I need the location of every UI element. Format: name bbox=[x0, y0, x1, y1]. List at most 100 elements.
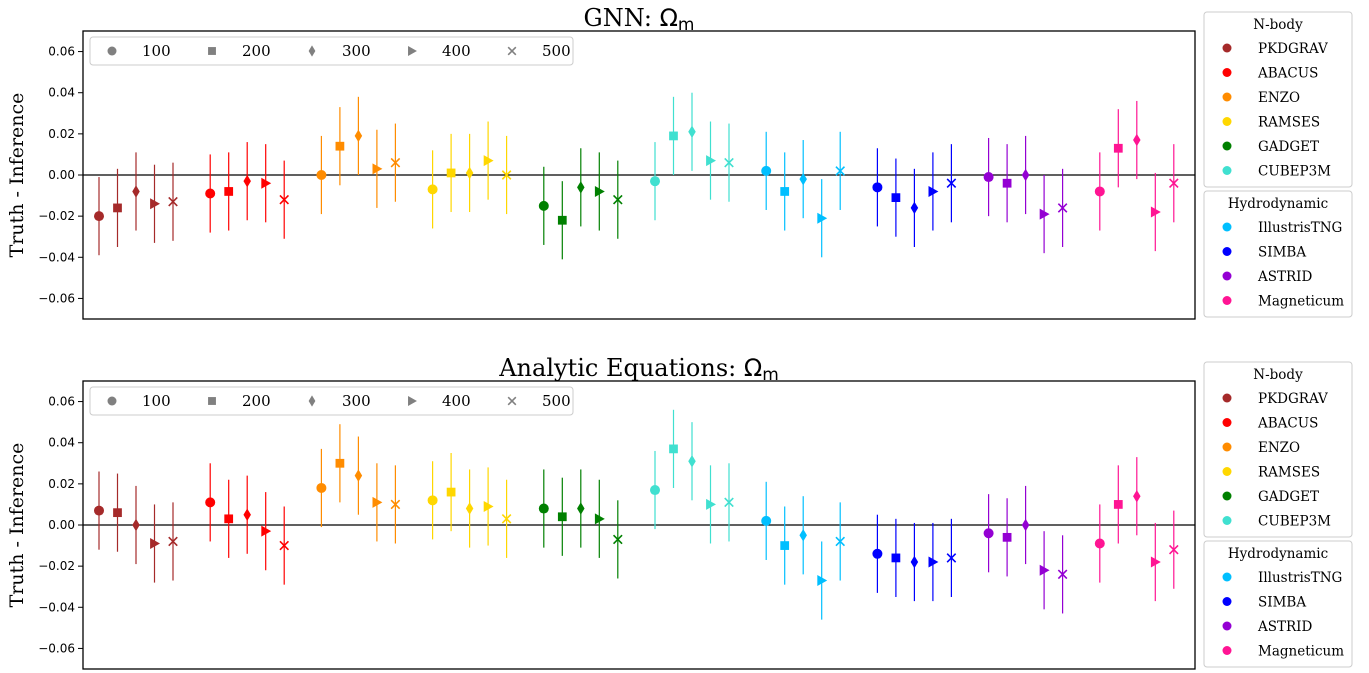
data-point bbox=[483, 500, 494, 512]
data-point bbox=[501, 514, 512, 524]
data-point bbox=[1039, 564, 1050, 576]
legend-entry: PKDGRAV bbox=[1258, 41, 1328, 57]
legend-title: N-body bbox=[1253, 367, 1303, 383]
legend-swatch bbox=[1222, 621, 1232, 631]
legend-entry: GADGET bbox=[1258, 139, 1319, 155]
y-tick-label: −0.02 bbox=[38, 559, 75, 573]
data-point bbox=[113, 508, 122, 518]
data-point bbox=[261, 525, 272, 537]
data-point bbox=[279, 194, 290, 205]
data-point bbox=[688, 454, 696, 468]
data-point bbox=[835, 166, 846, 176]
data-point bbox=[1168, 544, 1179, 555]
data-point bbox=[1057, 569, 1068, 580]
legend-marker-400 bbox=[408, 46, 417, 56]
legend-label: 500 bbox=[542, 392, 571, 410]
plot-area bbox=[82, 380, 1196, 670]
data-point bbox=[372, 496, 383, 508]
y-tick-label: −0.06 bbox=[38, 291, 75, 305]
legend-entry: RAMSES bbox=[1258, 465, 1320, 481]
data-point bbox=[761, 515, 772, 526]
legend-label: 200 bbox=[242, 392, 271, 410]
legend-swatch bbox=[1222, 418, 1232, 427]
legend-swatch bbox=[1222, 222, 1232, 232]
legend-entry: ASTRID bbox=[1257, 269, 1312, 285]
legend-swatch bbox=[1222, 467, 1232, 476]
data-point bbox=[1002, 178, 1012, 188]
panel-1: GNN: Ωm Truth - Inference 0.06 0.04 0.02 0.00… bbox=[6, 4, 1353, 320]
y-tick-label: 0.00 bbox=[48, 168, 75, 182]
legend-hydrodynamic: Hydrodynamic IllustrisTNG SIMBA ASTRID Magne… bbox=[1203, 190, 1353, 318]
data-point bbox=[501, 170, 512, 180]
data-point bbox=[427, 495, 438, 506]
legend-entry: ENZO bbox=[1258, 90, 1300, 106]
data-point bbox=[650, 176, 660, 187]
data-point bbox=[132, 518, 140, 532]
y-axis-label: Truth - Inference bbox=[6, 443, 28, 608]
data-point bbox=[427, 184, 438, 195]
data-point bbox=[261, 177, 272, 189]
data-point bbox=[577, 502, 585, 515]
legend-swatch bbox=[1222, 646, 1232, 655]
legend-entry: CUBEP3M bbox=[1258, 514, 1331, 530]
marker-legend: 100 200 300 400 500 bbox=[89, 386, 574, 416]
legend-entry: ABACUS bbox=[1257, 66, 1318, 82]
y-tick-label: −0.04 bbox=[38, 250, 75, 264]
data-point bbox=[1021, 168, 1030, 182]
y-axis-label: Truth - Inference bbox=[6, 93, 28, 258]
data-point bbox=[928, 556, 939, 568]
data-point bbox=[946, 178, 957, 189]
data-point bbox=[224, 187, 234, 196]
data-point bbox=[354, 469, 363, 482]
chart-title: GNN: Ωm bbox=[584, 4, 695, 35]
legend-n-body: N-body PKDGRAV ABACUS ENZO RAMSES GADGET CUBEP… bbox=[1203, 11, 1353, 188]
y-tick-label: 0.02 bbox=[48, 127, 75, 141]
data-point bbox=[1113, 500, 1123, 509]
data-point bbox=[1150, 206, 1161, 218]
legend-swatch bbox=[1222, 597, 1232, 606]
legend-swatch bbox=[1222, 166, 1232, 175]
y-tick-label: −0.06 bbox=[38, 641, 75, 655]
legend-label: 100 bbox=[142, 392, 171, 410]
data-point bbox=[243, 174, 251, 188]
data-point bbox=[1094, 538, 1105, 549]
data-point bbox=[538, 200, 549, 211]
data-point bbox=[577, 181, 585, 194]
data-point bbox=[983, 172, 994, 183]
legend-entry: IllustrisTNG bbox=[1258, 220, 1342, 236]
data-point bbox=[1133, 133, 1141, 147]
data-point bbox=[557, 512, 567, 522]
legend-entry: RAMSES bbox=[1258, 115, 1320, 131]
legend-swatch bbox=[1222, 393, 1232, 403]
data-point bbox=[335, 141, 345, 151]
data-point bbox=[983, 528, 994, 539]
legend-entry: CUBEP3M bbox=[1258, 164, 1331, 180]
data-point bbox=[1002, 532, 1012, 542]
data-point bbox=[335, 458, 345, 468]
legend-swatch bbox=[1222, 572, 1232, 582]
data-point bbox=[1039, 208, 1050, 220]
data-point bbox=[446, 487, 456, 497]
data-point bbox=[279, 540, 290, 551]
data-point bbox=[669, 444, 678, 454]
legend-label: 200 bbox=[242, 42, 271, 60]
data-point bbox=[669, 131, 678, 141]
legend-swatch bbox=[1222, 247, 1232, 256]
legend-entry: ENZO bbox=[1258, 440, 1300, 456]
data-point bbox=[1150, 556, 1161, 568]
legend-n-body: N-body PKDGRAV ABACUS ENZO RAMSES GADGET CUBEP… bbox=[1203, 361, 1353, 538]
data-point bbox=[150, 538, 160, 550]
y-tick-label: 0.04 bbox=[48, 86, 75, 100]
marker-legend: 100 200 300 400 500 bbox=[89, 36, 574, 66]
data-point bbox=[799, 529, 807, 542]
data-point bbox=[910, 201, 919, 215]
legend-label: 300 bbox=[342, 42, 371, 60]
legend-hydrodynamic: Hydrodynamic IllustrisTNG SIMBA ASTRID Magne… bbox=[1203, 540, 1353, 668]
plot-area bbox=[82, 30, 1196, 320]
data-point bbox=[483, 155, 494, 167]
data-point bbox=[1021, 518, 1030, 532]
data-point bbox=[243, 508, 251, 521]
data-point bbox=[113, 203, 122, 213]
data-point bbox=[538, 503, 549, 514]
data-point bbox=[390, 157, 401, 168]
